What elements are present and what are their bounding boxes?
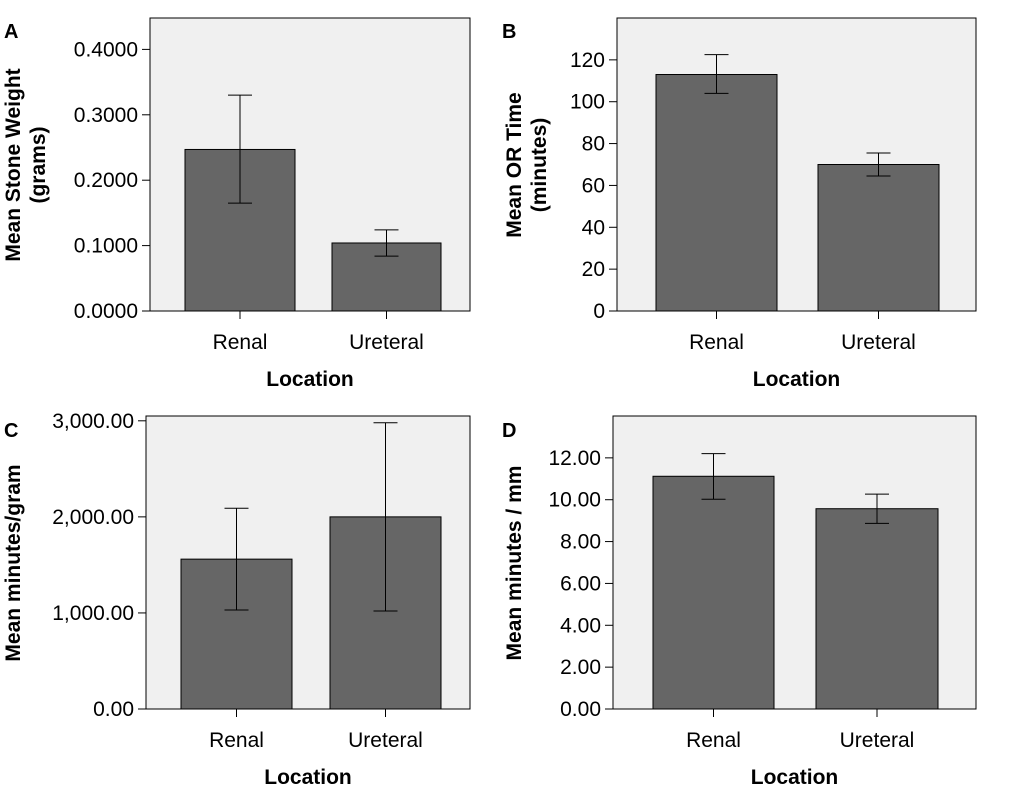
- panel-letter: D: [502, 420, 516, 442]
- x-axis-title: Location: [264, 766, 352, 789]
- y-axis-title: Mean Stone Weight: [2, 68, 25, 261]
- y-axis-title: (grams): [27, 126, 50, 203]
- x-tick-label: Ureteral: [841, 331, 916, 354]
- y-tick-label: 2.00: [560, 656, 601, 679]
- x-axis-title: Location: [753, 368, 841, 391]
- y-tick-label: 0.3000: [74, 104, 138, 127]
- y-tick-label: 12.00: [548, 447, 601, 470]
- y-tick-label: 0.0000: [74, 300, 138, 323]
- panel-a: A 0.0000 0.1000 0.2000 0.3000 0.4000 Renal Uret…: [2, 17, 471, 391]
- bar-renal: [655, 74, 778, 312]
- bar-ureteral: [817, 164, 940, 312]
- panel-letter: A: [4, 21, 18, 43]
- y-tick-label: 2,000.00: [52, 506, 134, 529]
- x-tick-label: Renal: [689, 331, 744, 354]
- y-tick-label: 0.4000: [74, 38, 138, 61]
- panel-letter: C: [4, 420, 18, 442]
- panel-letter: B: [502, 21, 516, 43]
- y-tick-label: 6.00: [560, 572, 601, 595]
- y-axis-title: Mean minutes/gram: [2, 464, 25, 661]
- bar-renal: [652, 475, 775, 710]
- x-tick-label: Ureteral: [348, 729, 423, 752]
- y-tick-label: 0.00: [93, 698, 134, 721]
- y-tick-label: 0.1000: [74, 235, 138, 258]
- y-tick-label: 60: [582, 174, 605, 197]
- y-tick-label: 80: [582, 133, 605, 156]
- panel-c: C 0.00 1,000.00 2,000.00 3,000.00 Renal Ureter…: [2, 410, 471, 789]
- y-tick-label: 1,000.00: [52, 602, 134, 625]
- y-tick-label: 10.00: [548, 489, 601, 512]
- bar-ureteral: [815, 508, 939, 710]
- y-tick-label: 40: [582, 216, 605, 239]
- y-tick-label: 8.00: [560, 531, 601, 554]
- y-axis-title: Mean OR Time: [503, 92, 526, 237]
- y-tick-label: 4.00: [560, 614, 601, 637]
- y-tick-label: 0.00: [560, 698, 601, 721]
- x-tick-label: Ureteral: [349, 331, 424, 354]
- y-tick-label: 100: [570, 91, 605, 114]
- x-tick-label: Ureteral: [840, 729, 915, 752]
- y-tick-label: 20: [582, 258, 605, 281]
- y-tick-label: 3,000.00: [52, 410, 134, 433]
- x-tick-label: Renal: [213, 331, 268, 354]
- panel-d: D 0.00 2.00 4.00 6.00 8.00 10.00 12.00 Renal Uret…: [502, 415, 977, 789]
- x-tick-label: Renal: [686, 729, 741, 752]
- y-axis-title: (minutes): [528, 118, 551, 213]
- x-tick-label: Renal: [209, 729, 264, 752]
- y-axis-title: Mean minutes / mm: [503, 466, 526, 661]
- x-axis-title: Location: [751, 766, 839, 789]
- y-tick-label: 0.2000: [74, 169, 138, 192]
- y-tick-label: 0: [593, 300, 605, 323]
- x-axis-title: Location: [266, 368, 354, 391]
- y-tick-label: 120: [570, 49, 605, 72]
